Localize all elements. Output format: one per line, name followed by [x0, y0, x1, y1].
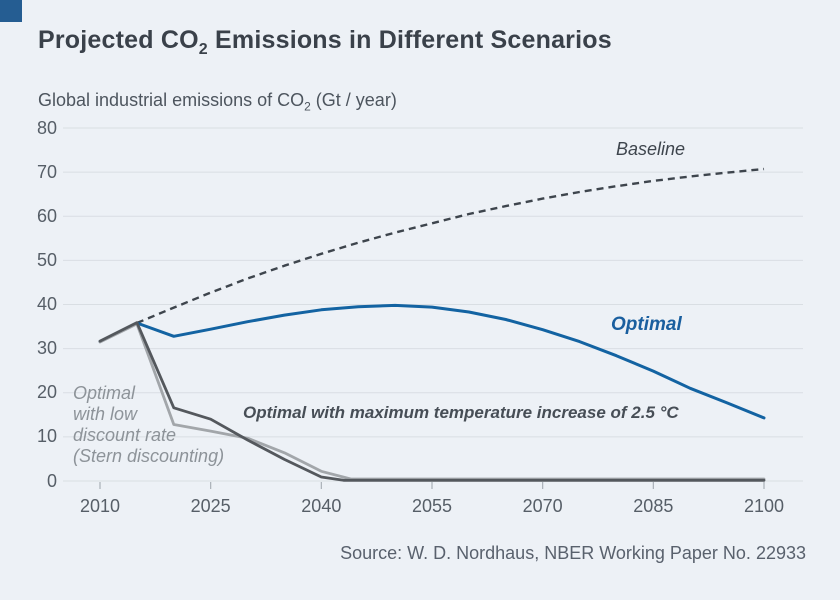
x-axis-label-2085: 2085: [633, 496, 674, 516]
y-axis-label-80: 80: [36, 117, 57, 138]
x-axis-label-2055: 2055: [411, 496, 453, 516]
title-subscript: 2: [198, 41, 208, 58]
y-axis-label-40: 40: [36, 294, 57, 314]
y-axis-label-30: 30: [36, 338, 57, 359]
maxtemp-series-label: Optimal with maximum temperature increas…: [243, 403, 679, 422]
title-text-cont: Emissions in Different Scenarios: [207, 26, 612, 54]
y-axis-title-text: Global industrial emissions of CO: [38, 90, 305, 110]
baseline-series-label: Baseline: [616, 139, 686, 159]
brand-square: [0, 0, 22, 22]
y-axis-label-70: 70: [36, 161, 57, 182]
x-axis-label-2100: 2100: [743, 496, 785, 516]
source-credit: Source: W. D. Nordhaus, NBER Working Pap…: [340, 543, 806, 563]
y-axis-label-0: 0: [46, 470, 57, 491]
y-axis-label-10: 10: [36, 426, 57, 447]
series-line-optimal-with-maximum-temperature-increase-of-2-5-c: [98, 321, 766, 482]
series-line-baseline: [136, 167, 765, 325]
page-title: Projected CO2 Emissions in Different Sce…: [38, 26, 612, 58]
y-axis-label-50: 50: [36, 249, 57, 270]
y-axis-title-text-cont: (Gt / year): [310, 90, 397, 110]
series-line-optimal: [98, 303, 766, 420]
title-text: Projected CO: [38, 26, 199, 54]
x-axis-label-2010: 2010: [79, 496, 121, 516]
series-line-optimal-with-low-discount-rate-stern-discounting: [98, 322, 766, 481]
y-axis-label-20: 20: [36, 382, 57, 403]
x-axis-label-2025: 2025: [190, 496, 231, 516]
stern-series-label: Optimal with low discount rate (Stern di…: [73, 383, 225, 466]
x-axis-label-2070: 2070: [522, 496, 563, 516]
x-axis-label-2040: 2040: [301, 496, 342, 516]
optimal-series-label: Optimal: [611, 314, 682, 335]
y-axis-title-subscript: 2: [304, 99, 311, 114]
y-axis-title: Global industrial emissions of CO2 (Gt /…: [38, 90, 397, 114]
y-axis-label-60: 60: [36, 205, 57, 226]
